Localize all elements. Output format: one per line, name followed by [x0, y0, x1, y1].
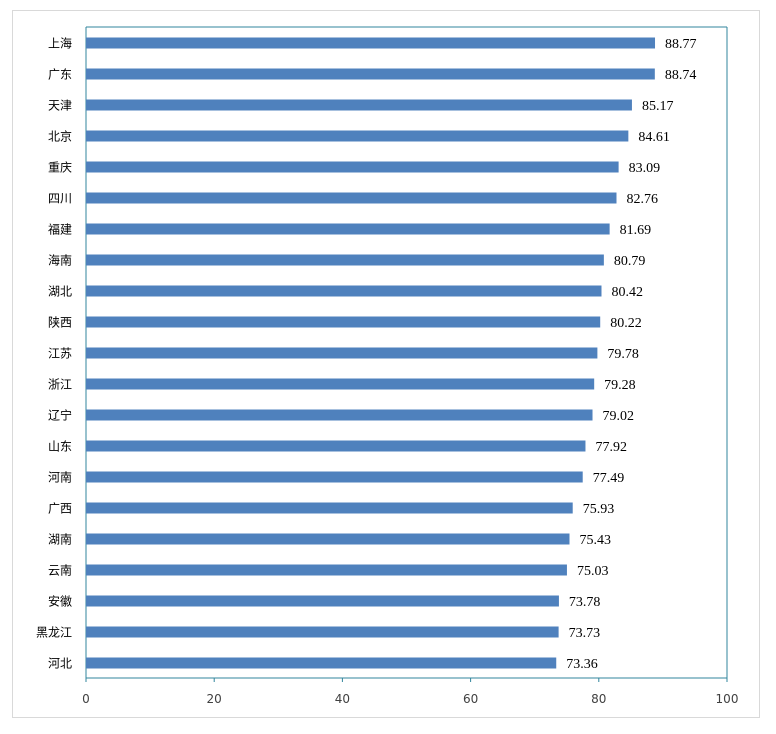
category-label: 重庆 [48, 161, 72, 175]
value-label: 79.28 [604, 378, 636, 393]
value-label: 75.43 [580, 533, 612, 548]
bar [86, 254, 604, 266]
bar [86, 192, 617, 204]
bar [86, 471, 583, 483]
category-label: 江苏 [48, 347, 72, 361]
value-label: 81.69 [620, 223, 652, 238]
x-tick-label: 40 [335, 692, 350, 706]
bar [86, 533, 570, 545]
bar [86, 564, 567, 576]
value-label: 85.17 [642, 99, 674, 114]
bar [86, 347, 598, 359]
value-label: 83.09 [629, 161, 661, 176]
value-label: 84.61 [638, 130, 670, 145]
category-labels-group: 上海广东天津北京重庆四川福建海南湖北陕西江苏浙江辽宁山东河南广西湖南云南安徽黑龙… [36, 36, 72, 671]
bar [86, 68, 655, 80]
value-label: 73.73 [569, 626, 601, 641]
bar [86, 378, 595, 390]
bar [86, 161, 619, 173]
bars-group [86, 37, 656, 669]
value-labels-group: 88.77 88.74 85.17 84.61 83.09 82.76 81.69 80.79… [566, 37, 696, 672]
category-label: 黑龙江 [36, 626, 72, 640]
bar [86, 626, 559, 638]
bar [86, 130, 629, 142]
category-label: 广西 [48, 502, 72, 516]
value-label: 75.03 [577, 564, 609, 579]
category-label: 四川 [48, 192, 72, 206]
value-label: 88.77 [665, 37, 697, 52]
bar [86, 37, 656, 49]
value-label: 77.92 [595, 440, 627, 455]
x-tick-label: 80 [591, 692, 606, 706]
category-label: 安徽 [48, 594, 72, 609]
bar [86, 285, 602, 297]
category-label: 湖南 [48, 532, 72, 547]
category-label: 上海 [48, 36, 72, 51]
category-label: 湖北 [48, 284, 72, 299]
category-label: 云南 [48, 563, 72, 578]
category-label: 北京 [48, 130, 72, 144]
value-label: 82.76 [626, 192, 658, 207]
x-tick-label: 100 [716, 692, 739, 706]
value-label: 77.49 [593, 471, 625, 486]
bar [86, 99, 632, 111]
category-label: 陕西 [48, 315, 72, 330]
category-label: 浙江 [48, 378, 72, 392]
bar [86, 440, 586, 452]
value-label: 80.42 [611, 285, 643, 300]
category-label: 山东 [48, 440, 72, 454]
category-label: 福建 [48, 222, 72, 237]
tick-labels-group: 0 20 40 60 80 100 [82, 692, 738, 706]
category-label: 广东 [48, 68, 72, 82]
bar [86, 657, 557, 669]
category-label: 天津 [48, 99, 72, 113]
x-tick-label: 0 [82, 692, 90, 706]
bar [86, 502, 573, 514]
bar [86, 223, 610, 235]
category-label: 河北 [48, 657, 72, 671]
category-label: 辽宁 [48, 408, 72, 423]
value-label: 79.02 [603, 409, 635, 424]
x-tick-label: 20 [207, 692, 222, 706]
value-label: 73.36 [566, 657, 598, 672]
category-label: 海南 [48, 253, 72, 268]
bar [86, 595, 559, 607]
value-label: 75.93 [583, 502, 615, 517]
category-label: 河南 [48, 470, 72, 485]
value-label: 80.22 [610, 316, 642, 331]
value-label: 80.79 [614, 254, 646, 269]
bar [86, 409, 593, 421]
x-tick-label: 60 [463, 692, 478, 706]
value-label: 73.78 [569, 595, 601, 610]
value-label: 79.78 [607, 347, 639, 362]
value-label: 88.74 [665, 68, 697, 83]
bar [86, 316, 601, 328]
